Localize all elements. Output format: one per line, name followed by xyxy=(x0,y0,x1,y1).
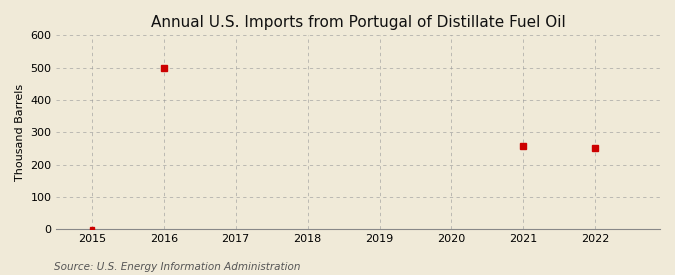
Title: Annual U.S. Imports from Portugal of Distillate Fuel Oil: Annual U.S. Imports from Portugal of Dis… xyxy=(151,15,565,30)
Y-axis label: Thousand Barrels: Thousand Barrels xyxy=(15,84,25,181)
Text: Source: U.S. Energy Information Administration: Source: U.S. Energy Information Administ… xyxy=(54,262,300,272)
